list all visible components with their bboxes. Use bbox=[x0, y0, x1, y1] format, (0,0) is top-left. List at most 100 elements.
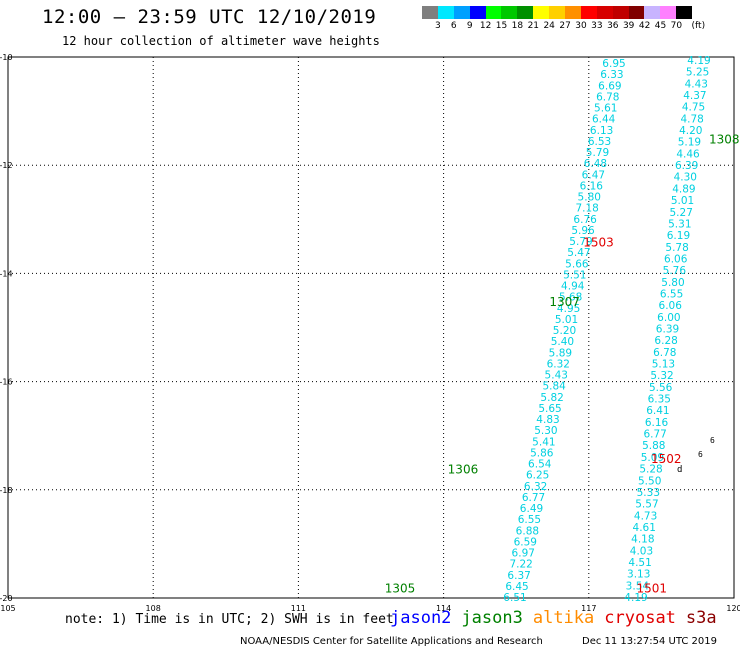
lat-tick-label: -18 bbox=[0, 486, 13, 495]
swh-value: 4.94 bbox=[561, 281, 585, 293]
swh-value: 6.47 bbox=[582, 169, 605, 181]
swh-value: 6.39 bbox=[675, 160, 698, 172]
swh-value: 3.54 bbox=[626, 580, 650, 592]
swh-value: 6.48 bbox=[584, 158, 607, 170]
colorbar-swatch bbox=[644, 6, 661, 19]
swh-value: 5.32 bbox=[650, 370, 673, 382]
colorbar-swatch bbox=[485, 6, 502, 19]
units-note: note: 1) Time is in UTC; 2) SWH is in fe… bbox=[65, 612, 394, 627]
swh-value: 5.01 bbox=[555, 314, 578, 326]
swh-value: 5.33 bbox=[637, 487, 660, 499]
legend-jason3: jason3 bbox=[461, 608, 523, 628]
colorbar-swatch bbox=[612, 6, 629, 19]
lon-tick-label: 111 bbox=[291, 604, 306, 613]
swh-value: 6.28 bbox=[654, 335, 677, 347]
swh-value: 5.76 bbox=[663, 265, 687, 277]
swh-value: 6.51 bbox=[503, 592, 526, 604]
swh-value: 6.54 bbox=[528, 459, 552, 471]
map-frame bbox=[7, 56, 735, 599]
swh-value: 5.78 bbox=[665, 242, 688, 254]
swh-value: 6.19 bbox=[667, 230, 690, 242]
swh-value: 6.13 bbox=[590, 125, 613, 137]
colorbar-swatch bbox=[549, 6, 566, 19]
swh-value: 4.51 bbox=[628, 557, 651, 569]
lat-tick-label: -14 bbox=[0, 269, 13, 278]
colorbar-label: 27 bbox=[559, 21, 571, 31]
swh-value: 5.86 bbox=[530, 447, 554, 459]
swh-value: 4.37 bbox=[683, 90, 706, 102]
colorbar-label: 39 bbox=[622, 21, 635, 31]
swh-value: 5.96 bbox=[571, 225, 595, 237]
footer-credit: NOAA/NESDIS Center for Satellite Applica… bbox=[240, 636, 543, 647]
colorbar-swatch bbox=[676, 6, 693, 19]
colorbar-label: 70 bbox=[670, 21, 683, 31]
colorbar-label: 6 bbox=[450, 21, 457, 31]
colorbar-label: 21 bbox=[527, 21, 540, 31]
swh-value: 6.25 bbox=[526, 470, 549, 482]
colorbar-swatch bbox=[565, 6, 581, 19]
lat-tick-label: -10 bbox=[0, 53, 13, 62]
swh-value: 6.16 bbox=[645, 417, 669, 429]
swh-value: 5.09 bbox=[641, 452, 664, 464]
pass-id-label: 1306 bbox=[448, 463, 479, 477]
swh-value: 4.46 bbox=[676, 148, 700, 160]
swh-value: 6.95 bbox=[602, 58, 625, 70]
swh-value: 4.73 bbox=[634, 510, 657, 522]
swh-value: 6.88 bbox=[516, 525, 539, 537]
swh-value: 6.44 bbox=[592, 114, 616, 126]
pass-id-label: 1307 bbox=[549, 295, 580, 309]
swh-value: 5.19 bbox=[678, 137, 701, 149]
swh-value: 5.56 bbox=[649, 382, 673, 394]
colorbar-label: 24 bbox=[543, 21, 555, 31]
pass-labels: 1308 1503 1307 1502 1306 1305 1501 bbox=[385, 133, 740, 596]
colorbar-swatch bbox=[517, 6, 534, 19]
swh-value: 6.00 bbox=[657, 312, 680, 324]
lat-tick-label: -12 bbox=[0, 161, 13, 170]
swh-value: 6.06 bbox=[664, 253, 688, 265]
swh-value: 4.89 bbox=[672, 183, 695, 195]
colorbar-swatch bbox=[628, 6, 645, 19]
swh-value: 7.18 bbox=[575, 203, 598, 215]
lat-tick-label: -20 bbox=[0, 594, 13, 603]
lon-tick-label: 120 bbox=[726, 604, 740, 613]
axis-ticks: 105 108 111 114 117 120 -10 -12 -14 -16 -18 -20 bbox=[0, 53, 740, 613]
swh-value: 4.95 bbox=[557, 303, 580, 315]
swh-value: 5.66 bbox=[565, 258, 589, 270]
colorbar-swatch bbox=[580, 6, 597, 19]
colorbar-labels: 3 6 9 12 15 18 21 24 27 30 33 36 39 42 45 70 (ft) bbox=[422, 21, 740, 33]
swh-value: 6.32 bbox=[524, 481, 547, 493]
swh-value: 3.13 bbox=[627, 569, 650, 581]
swh-value: 6.59 bbox=[514, 536, 537, 548]
pass-id-label: 1308 bbox=[709, 133, 740, 147]
swh-value: 6.06 bbox=[659, 300, 683, 312]
legend-cryosat: cryosat bbox=[604, 608, 676, 628]
swh-value: 6.55 bbox=[518, 514, 541, 526]
swh-value: 6.35 bbox=[648, 394, 671, 406]
tiny-mark: 6 bbox=[710, 436, 715, 445]
swh-value: 4.83 bbox=[536, 414, 559, 426]
colorbar-swatch bbox=[453, 6, 470, 19]
legend-s3a: s3a bbox=[685, 608, 717, 628]
swh-value: 4.18 bbox=[631, 534, 654, 546]
swh-value: 5.27 bbox=[670, 207, 693, 219]
swh-value: 6.33 bbox=[600, 69, 623, 81]
swh-value: 5.57 bbox=[635, 499, 658, 511]
page-subtitle: 12 hour collection of altimeter wave hei… bbox=[62, 34, 380, 48]
colorbar-swatch bbox=[422, 6, 438, 19]
swh-value: 5.25 bbox=[686, 67, 709, 79]
swh-value: 5.61 bbox=[594, 103, 617, 115]
lon-tick-label: 117 bbox=[581, 604, 596, 613]
swh-value: 5.80 bbox=[661, 277, 684, 289]
colorbar-swatch bbox=[660, 6, 677, 19]
colorbar-unit: (ft) bbox=[691, 21, 706, 31]
swh-value: 5.40 bbox=[551, 336, 574, 348]
colorbar-swatch bbox=[469, 6, 486, 19]
colorbar bbox=[422, 6, 693, 19]
footer-timestamp: Dec 11 13:27:54 UTC 2019 bbox=[582, 636, 717, 647]
tiny-mark: 6 bbox=[698, 450, 703, 459]
swh-value: 5.01 bbox=[671, 195, 694, 207]
swh-value: 4.19 bbox=[687, 55, 710, 67]
page-title: 12:00 – 23:59 UTC 12/10/2019 bbox=[42, 6, 377, 28]
swh-value: 5.47 bbox=[567, 247, 590, 259]
